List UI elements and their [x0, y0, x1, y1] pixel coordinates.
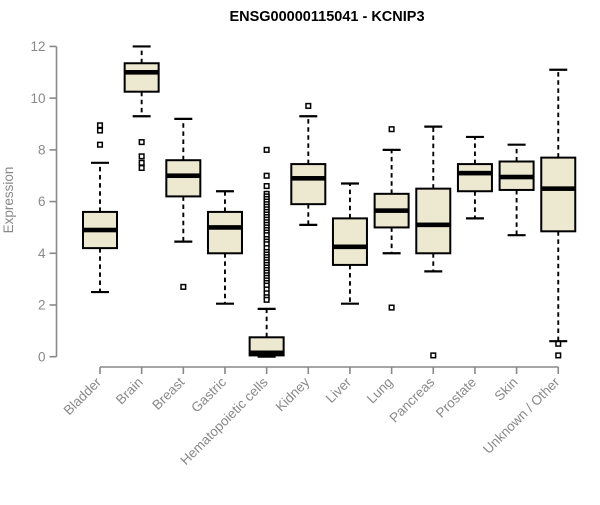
- x-tick-label-unknown-other: Unknown / Other: [480, 374, 563, 457]
- iqr-box: [165, 159, 202, 198]
- boxplot-breast: [165, 117, 202, 290]
- outlier-point: [138, 153, 145, 160]
- median-line: [249, 350, 284, 356]
- median-line: [416, 222, 451, 228]
- iqr-box: [290, 163, 327, 206]
- outlier-point: [388, 304, 395, 311]
- boxplot-hematopoietic-cells: [248, 146, 285, 358]
- y-tick-label-4: 4: [38, 246, 46, 261]
- x-tick-label-skin: Skin: [492, 375, 521, 404]
- iqr-box: [456, 163, 493, 193]
- outlier-point: [96, 122, 104, 129]
- median-line: [291, 176, 326, 181]
- y-axis-label: Expression: [1, 167, 16, 234]
- median-line: [166, 173, 201, 179]
- boxplot-lung: [373, 126, 410, 311]
- outlier-point: [263, 172, 270, 179]
- x-tick-label-brain: Brain: [113, 375, 146, 408]
- iqr-box: [415, 187, 452, 255]
- iqr-box: [206, 210, 243, 255]
- boxplot-liver: [331, 182, 368, 305]
- outlier-point: [138, 159, 145, 166]
- median-line: [124, 70, 159, 75]
- boxplot-unknown-other: [540, 68, 577, 359]
- outlier-point: [263, 146, 270, 153]
- boxplot-bladder: [82, 122, 118, 294]
- boxplot-brain: [123, 45, 160, 172]
- outlier-point: [138, 164, 145, 172]
- median-line: [374, 208, 409, 213]
- median-line: [83, 227, 117, 233]
- x-tick-label-pancreas: Pancreas: [386, 374, 437, 425]
- median-line: [457, 170, 492, 176]
- x-tick-label-gastric: Gastric: [188, 374, 229, 415]
- x-tick-label-lung: Lung: [364, 375, 396, 407]
- iqr-box: [540, 156, 577, 233]
- x-tick-label-prostate: Prostate: [433, 375, 479, 421]
- y-tick-label-12: 12: [30, 39, 45, 54]
- x-tick-label-kidney: Kidney: [273, 374, 313, 414]
- outlier-point: [305, 102, 312, 109]
- y-tick-label-2: 2: [38, 298, 46, 313]
- median-line: [207, 225, 242, 230]
- outlier-point: [96, 127, 104, 134]
- outlier-point: [430, 352, 437, 359]
- y-tick-label-10: 10: [30, 91, 45, 106]
- boxplot-kidney: [290, 102, 327, 226]
- boxplot-series: [82, 45, 577, 359]
- iqr-box: [123, 62, 160, 93]
- outlier-point: [180, 283, 187, 290]
- boxplot-pancreas: [415, 125, 452, 359]
- y-tick-label-0: 0: [38, 349, 46, 364]
- boxplot-skin: [498, 143, 535, 237]
- outlier-point: [555, 352, 562, 359]
- boxplot-gastric: [206, 190, 243, 305]
- boxplot-prostate: [456, 135, 493, 220]
- x-tick-label-breast: Breast: [149, 374, 187, 412]
- outlier-point: [388, 126, 395, 133]
- median-line: [541, 186, 576, 191]
- median-line: [332, 244, 367, 250]
- outlier-point: [96, 141, 104, 148]
- y-tick-label-6: 6: [38, 194, 46, 209]
- iqr-box: [331, 217, 368, 266]
- outlier-point: [263, 296, 270, 303]
- outlier-point: [555, 340, 562, 347]
- outlier-point: [138, 139, 145, 146]
- x-tick-label-bladder: Bladder: [61, 374, 105, 418]
- median-line: [499, 174, 534, 180]
- x-tick-label-liver: Liver: [323, 374, 355, 406]
- outlier-point: [263, 183, 270, 190]
- chart-title: ENSG00000115041 - KCNIP3: [229, 9, 424, 25]
- y-tick-label-8: 8: [38, 142, 46, 157]
